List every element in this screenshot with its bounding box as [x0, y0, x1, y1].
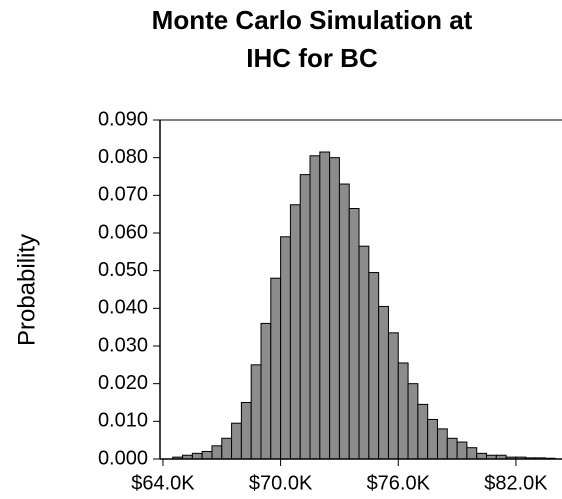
y-tick-label: 0.040 [98, 297, 148, 319]
bar [476, 452, 488, 460]
bar [446, 437, 458, 460]
bar [201, 450, 213, 460]
x-tick-label: $82.0K [484, 472, 548, 494]
y-tick-label: 0.050 [98, 259, 148, 281]
chart-title: Monte Carlo Simulation at [152, 5, 473, 35]
y-axis-label: Probability [13, 234, 40, 346]
x-tick-label: $70.0K [249, 472, 313, 494]
bar [436, 428, 448, 460]
y-tick-label: 0.060 [98, 221, 148, 243]
bar [280, 236, 291, 460]
bar [231, 422, 242, 460]
y-tick-label: 0.000 [98, 447, 148, 469]
bar [387, 332, 399, 460]
bar [358, 245, 370, 460]
bar [417, 403, 429, 460]
bar [368, 272, 380, 460]
y-tick-label: 0.030 [98, 334, 148, 356]
bar [260, 322, 272, 460]
x-tick-label: $64.0K [131, 472, 195, 494]
y-tick-label: 0.020 [98, 372, 148, 394]
y-tick-label: 0.010 [98, 410, 148, 432]
bar [338, 183, 350, 460]
bar [329, 157, 340, 460]
x-tick-label: $76.0K [367, 472, 431, 494]
bar [319, 151, 331, 460]
bar [299, 174, 311, 460]
bar [397, 362, 409, 460]
y-tick-label: 0.070 [98, 184, 148, 206]
bar [221, 437, 233, 460]
bar [289, 204, 301, 460]
bar [191, 452, 203, 460]
bar [456, 441, 468, 460]
bar [240, 402, 252, 460]
bar [348, 208, 360, 460]
bar [211, 445, 223, 460]
bar [407, 383, 419, 460]
bar [378, 305, 389, 460]
bar [309, 155, 321, 460]
y-tick-label: 0.080 [98, 146, 148, 168]
y-tick-label: 0.090 [98, 108, 148, 130]
bar [427, 418, 438, 460]
bar [250, 364, 262, 460]
bar [270, 277, 282, 460]
bar [466, 447, 478, 460]
chart-title: IHC for BC [246, 43, 378, 73]
